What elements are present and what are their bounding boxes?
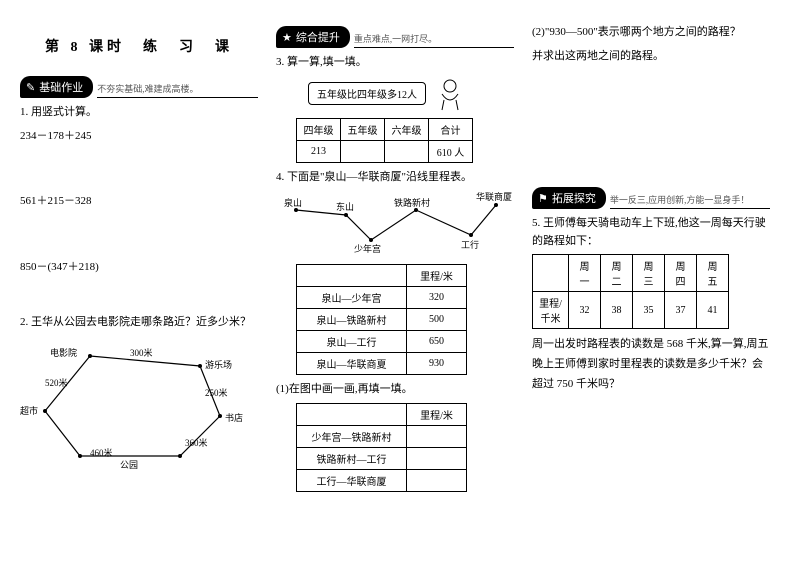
- q5-v2: 38: [601, 292, 633, 329]
- n-a: 泉山: [284, 196, 302, 209]
- q5-h1: 周一: [569, 255, 601, 292]
- flag-icon: ⚑: [538, 192, 548, 205]
- badge-ext-text: 拓展探究: [552, 190, 596, 206]
- q3-h2: 五年级: [341, 118, 385, 140]
- badge-comp-text: 综合提升: [296, 29, 340, 45]
- q2-figure: 电影院 游乐场 书店 超市 公园 300米 250米 360米 460米 520…: [20, 336, 258, 476]
- q5-table: 周一 周二 周三 周四 周五 里程/ 千米 32 38 35 37 41: [532, 254, 729, 329]
- column-3: (2)"930—500"表示哪两个地方之间的路程？ 并求出这两地之间的路程。 ⚑…: [532, 18, 770, 496]
- q3-v3: [385, 140, 429, 162]
- q3-stem: 3. 算一算,填一填。: [276, 54, 514, 72]
- tagline-comp: 重点难点,一网打尽。: [354, 32, 514, 48]
- t2-r1: 少年宫—铁路新村: [297, 425, 407, 447]
- n-c: 铁路新村: [394, 196, 430, 209]
- n-e: 少年宫: [354, 242, 381, 255]
- section-basic-header: ✎ 基础作业 不夯实基础,难建成高楼。: [20, 76, 258, 98]
- q5-h3: 周三: [633, 255, 665, 292]
- badge-ext: ⚑ 拓展探究: [532, 187, 606, 209]
- q3-bubble-row: 五年级比四年级多12人: [296, 76, 514, 112]
- tagline-ext: 举一反三,应用创新,方能一显身手！: [610, 193, 770, 209]
- q3-h4: 合计: [429, 118, 473, 140]
- q3-h3: 六年级: [385, 118, 429, 140]
- q5-v1: 32: [569, 292, 601, 329]
- n-b: 东山: [336, 200, 354, 213]
- q5-rowlbl: 里程/ 千米: [533, 292, 569, 329]
- lbl-d520: 520米: [45, 376, 68, 389]
- q3-h1: 四年级: [297, 118, 341, 140]
- t2-hdr: 里程/米: [407, 403, 467, 425]
- q5-h4: 周四: [665, 255, 697, 292]
- q5-h2: 周二: [601, 255, 633, 292]
- lbl-d250: 250米: [205, 386, 228, 399]
- t1-r1b: 320: [407, 287, 467, 309]
- child-icon: [432, 76, 468, 112]
- t1-r3a: 泉山—工行: [297, 331, 407, 353]
- q4-tbl1: 里程/米 泉山—少年宫320 泉山—铁路新村500 泉山—工行650 泉山—华联…: [296, 264, 467, 375]
- star-icon: ★: [282, 31, 292, 44]
- lbl-market: 超市: [20, 404, 38, 417]
- t1-hdr: 里程/米: [407, 265, 467, 287]
- lbl-park: 公园: [120, 458, 138, 471]
- t2-r3: 工行—华联商厦: [297, 469, 407, 491]
- lbl-d460: 460米: [90, 446, 113, 459]
- q2-stem: 2. 王华从公园去电影院走哪条路近？近多少米？: [20, 314, 258, 332]
- q4-tbl2: 里程/米 少年宫—铁路新村 铁路新村—工行 工行—华联商厦: [296, 403, 467, 492]
- q3-v1: 213: [297, 140, 341, 162]
- badge-comp: ★ 综合提升: [276, 26, 350, 48]
- lbl-cinema: 电影院: [50, 346, 77, 359]
- q1-stem: 1. 用竖式计算。: [20, 104, 258, 122]
- lesson-title: 第 8 课时 练 习 课: [20, 36, 258, 56]
- badge-basic-text: 基础作业: [39, 79, 83, 95]
- q1-e2: 561＋215－328: [20, 193, 258, 211]
- t1-r4b: 930: [407, 353, 467, 375]
- section-comp-header: ★ 综合提升 重点难点,一网打尽。: [276, 26, 514, 48]
- lbl-d300: 300米: [130, 346, 153, 359]
- lbl-book: 书店: [225, 411, 243, 424]
- q3-v2: [341, 140, 385, 162]
- t1-r3b: 650: [407, 331, 467, 353]
- q5-stem: 5. 王师傅每天骑电动车上下班,他这一周每天行驶的路程如下：: [532, 215, 770, 250]
- badge-basic: ✎ 基础作业: [20, 76, 93, 98]
- t1-r1a: 泉山—少年宫: [297, 287, 407, 309]
- pencil-icon: ✎: [26, 81, 35, 94]
- q3-bubble: 五年级比四年级多12人: [308, 82, 426, 105]
- t2-r2: 铁路新村—工行: [297, 447, 407, 469]
- n-f: 工行: [461, 238, 479, 251]
- t1-r2a: 泉山—铁路新村: [297, 309, 407, 331]
- q3-table: 四年级 五年级 六年级 合计 213 610 人: [296, 118, 473, 163]
- lbl-play: 游乐场: [205, 358, 232, 371]
- t1-r2b: 500: [407, 309, 467, 331]
- column-2: ★ 综合提升 重点难点,一网打尽。 3. 算一算,填一填。 五年级比四年级多12…: [276, 18, 514, 496]
- t1-r4a: 泉山—华联商夏: [297, 353, 407, 375]
- q4-sub2a: (2)"930—500"表示哪两个地方之间的路程？: [532, 24, 770, 42]
- tagline-basic: 不夯实基础,难建成高楼。: [97, 82, 258, 98]
- q5-v4: 37: [665, 292, 697, 329]
- q4-sub1: (1)在图中画一画,再填一填。: [276, 381, 514, 399]
- column-1: 第 8 课时 练 习 课 ✎ 基础作业 不夯实基础,难建成高楼。 1. 用竖式计…: [20, 18, 258, 496]
- q5-h5: 周五: [697, 255, 729, 292]
- q5-v5: 41: [697, 292, 729, 329]
- q4-figure: 泉山 东山 少年宫 铁路新村 工行 华联商厦: [276, 190, 514, 260]
- section-ext-header: ⚑ 拓展探究 举一反三,应用创新,方能一显身手！: [532, 187, 770, 209]
- q5-v3: 35: [633, 292, 665, 329]
- q5-tail: 周一出发时路程表的读数是 568 千米,算一算,周五晚上王师傅到家时里程表的读数…: [532, 335, 770, 394]
- q1-e3: 850－(347＋218): [20, 259, 258, 277]
- q4-sub2b: 并求出这两地之间的路程。: [532, 48, 770, 66]
- q4-stem: 4. 下面是"泉山—华联商厦"沿线里程表。: [276, 169, 514, 187]
- lbl-d360: 360米: [185, 436, 208, 449]
- q3-v4: 610 人: [429, 140, 473, 162]
- n-d: 华联商厦: [476, 190, 512, 203]
- q1-e1: 234－178＋245: [20, 128, 258, 146]
